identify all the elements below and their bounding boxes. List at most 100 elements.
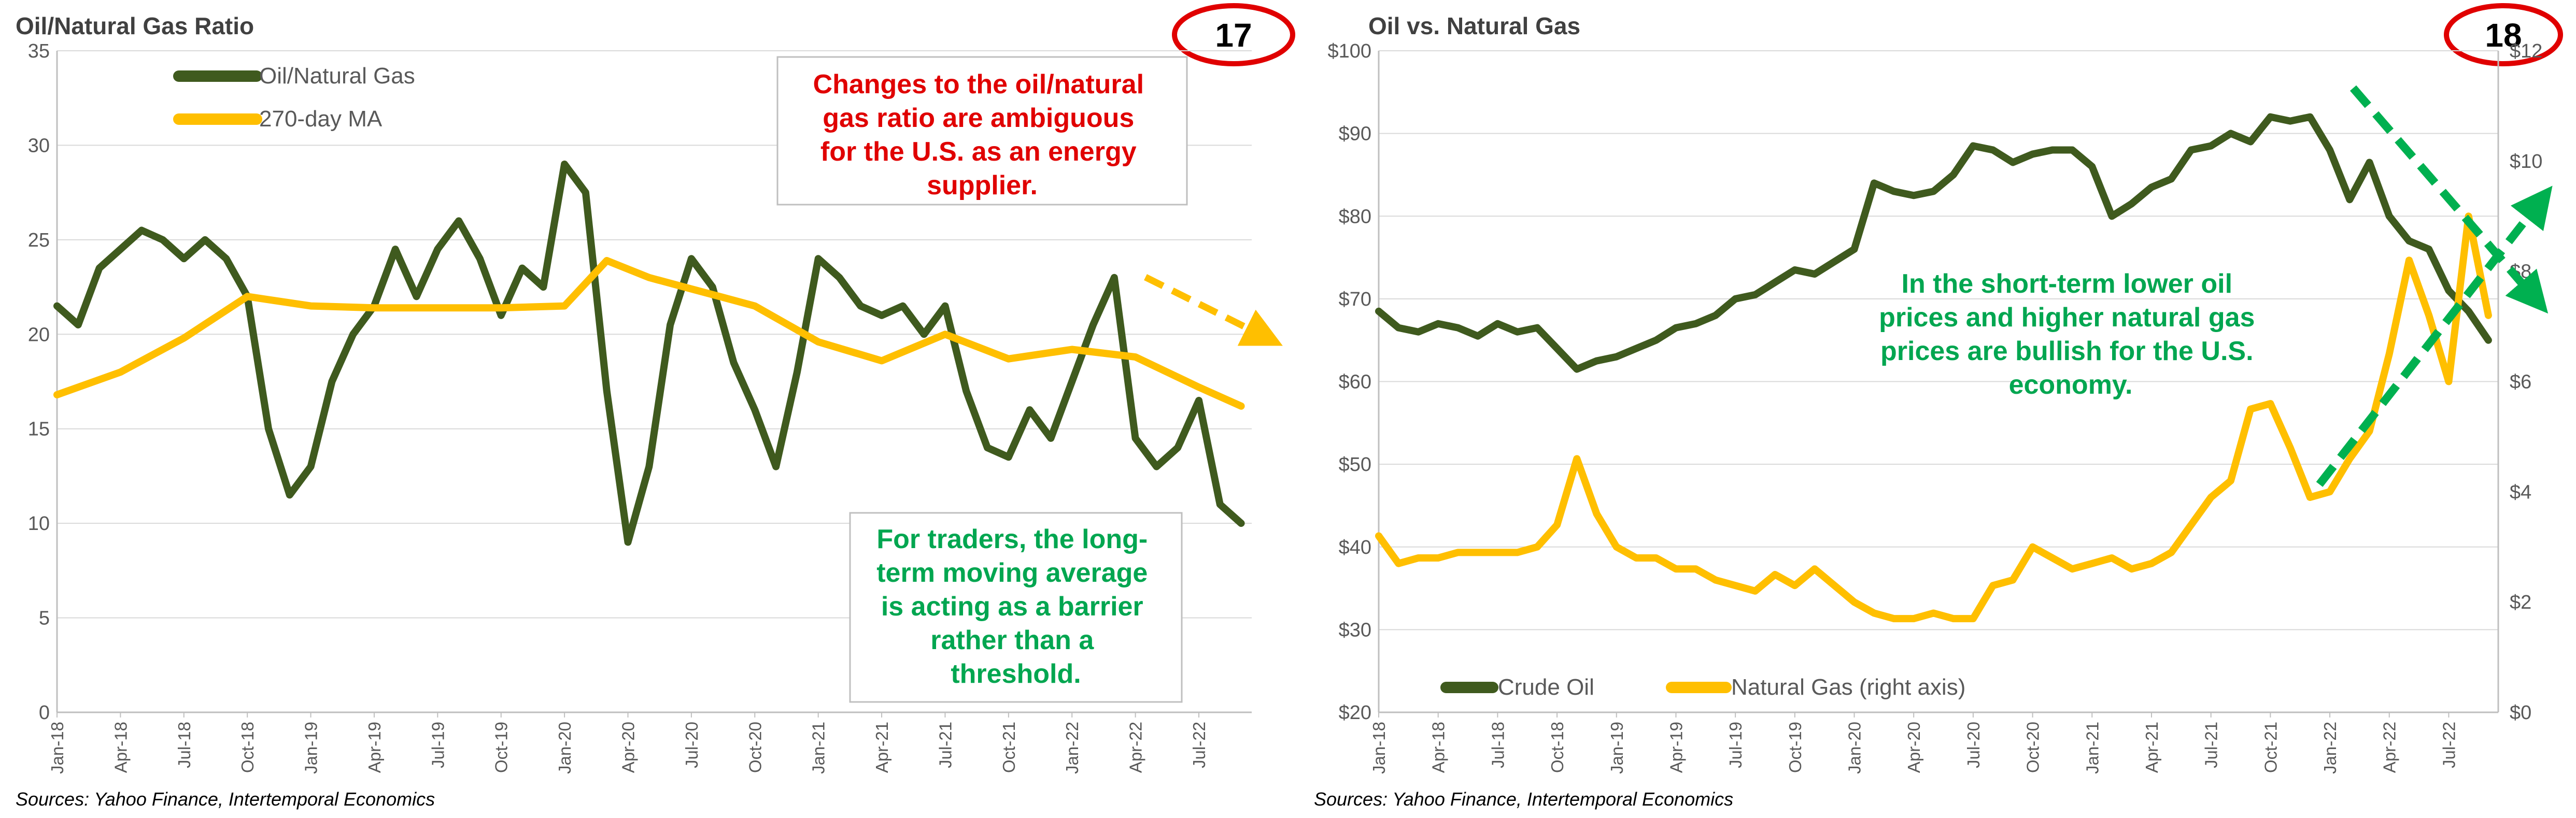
x-tick-label: Apr-19	[365, 722, 384, 773]
x-tick-label: Jul-19	[1726, 722, 1745, 768]
gridlines-right	[1378, 50, 2499, 713]
legend-label-oil-gas: Oil/Natural Gas	[259, 63, 415, 89]
y2-tick-label: $4	[2510, 481, 2531, 503]
source-note-left: Sources: Yahoo Finance, Intertemporal Ec…	[16, 788, 435, 810]
legend-label-natural-gas: Natural Gas (right axis)	[1731, 675, 1965, 700]
x-tick-label: Apr-18	[111, 722, 130, 773]
x-tick-label: Jan-19	[1607, 722, 1626, 774]
x-tick-label: Oct-20	[745, 722, 765, 773]
x-tick-label: Apr-20	[619, 722, 638, 773]
annotation-frame	[849, 512, 1183, 703]
x-tick-label: Jan-21	[809, 722, 828, 774]
x-tick-label: Apr-22	[1126, 722, 1145, 773]
x-tick-label: Apr-19	[1666, 722, 1686, 773]
x-tick-label: Apr-18	[1429, 722, 1448, 773]
x-tick-label: Jul-20	[1964, 722, 1983, 768]
y2-tick-label: $2	[2510, 592, 2531, 613]
source-note-right: Sources: Yahoo Finance, Intertemporal Ec…	[1314, 788, 1733, 810]
annotation-box-ambiguous: Changes to the oil/natural gas ratio are…	[776, 56, 1188, 206]
x-tick-label: Oct-19	[492, 722, 511, 773]
x-tick-label: Jan-20	[555, 722, 574, 774]
annotation-text-ambiguous: Changes to the oil/natural gas ratio are…	[813, 69, 1152, 200]
y-tick-label: 25	[28, 229, 50, 251]
y-tick-label: $40	[1339, 537, 1371, 558]
y2-tick-label: $6	[2510, 371, 2531, 393]
y-tick-label: 20	[28, 324, 50, 346]
badge-17: 17	[1172, 3, 1295, 66]
series-right	[1375, 113, 2492, 623]
annotation-short-term: In the short-term lower oil prices and h…	[1879, 269, 2262, 400]
x-tick-label: Jan-18	[48, 722, 67, 774]
y-tick-label: 10	[28, 513, 50, 535]
y-tick-label: $20	[1339, 702, 1371, 724]
y-tick-label: 30	[28, 135, 50, 156]
series-line-1	[1375, 212, 2492, 623]
y2-tick-label: $10	[2510, 151, 2542, 173]
y-tick-label: $100	[1327, 40, 1371, 62]
x-tick-label: Oct-20	[2023, 722, 2043, 773]
x-tick-label: Jul-20	[682, 722, 701, 768]
x-axis-left: Jan-18 Apr-18 Jul-18 Oct-18 Jan-19 Apr-19 Jul-…	[48, 712, 1209, 774]
trend-arrow-down	[1144, 274, 1283, 346]
y-axis-right-chart-left: $20 $30 $40 $50 $60 $70 $80 $90 $100	[1327, 40, 1371, 724]
legend-right: Crude Oil Natural Gas (right axis)	[1440, 675, 1965, 700]
series-line-1	[53, 257, 1245, 410]
badge-ellipse	[2444, 3, 2563, 66]
y-tick-label: 15	[28, 419, 50, 440]
x-tick-label: Jan-22	[1063, 722, 1082, 774]
series-left	[53, 160, 1245, 546]
x-tick-label: Jul-18	[175, 722, 194, 768]
y-axis-left: 0 5 10 15 20 25 30 35	[28, 40, 50, 724]
y2-tick-label: $0	[2510, 702, 2531, 724]
x-tick-label: Apr-21	[2142, 722, 2161, 773]
x-tick-label: Apr-22	[2380, 722, 2399, 773]
annotation-frame	[776, 56, 1188, 206]
x-tick-label: Jan-19	[302, 722, 321, 774]
x-tick-label: Oct-18	[238, 722, 257, 773]
x-tick-label: Oct-18	[1548, 722, 1567, 773]
x-tick-label: Jul-22	[1190, 722, 1209, 768]
badge-number: 18	[2485, 17, 2522, 54]
trend-arrow-oil-down	[2349, 85, 2549, 314]
badge-number: 17	[1215, 17, 1252, 54]
annotation-box-barrier: For traders, the long- term moving avera…	[849, 512, 1183, 703]
chart-oil-vs-gas: Oil vs. Natural Gas 18 $20 $30 $40 $50 $60 $7…	[1314, 3, 2563, 810]
x-tick-label: Jan-18	[1369, 722, 1389, 774]
y-tick-label: $60	[1339, 371, 1371, 393]
x-tick-label: Apr-20	[1904, 722, 1923, 773]
y-tick-label: $90	[1339, 123, 1371, 145]
x-tick-label: Jul-22	[2439, 722, 2458, 768]
badge-ellipse	[1172, 3, 1295, 66]
chart-oil-gas-ratio: Oil/Natural Gas Ratio 17 05101520253035 …	[16, 3, 1295, 810]
x-tick-label: Jan-22	[2320, 722, 2340, 774]
x-tick-label: Jan-21	[2083, 722, 2102, 774]
y-axis-right-chart-secondary: $0$2$4$6$8$10$12	[2510, 40, 2542, 724]
x-tick-label: Jul-19	[428, 722, 447, 768]
series-line-0	[53, 160, 1245, 546]
badge-18: 18	[2444, 3, 2563, 66]
x-tick-label: Oct-21	[999, 722, 1018, 773]
y-tick-label: 5	[39, 608, 50, 629]
annotation-text-short-term: In the short-term lower oil prices and h…	[1879, 269, 2262, 400]
y-tick-label: 35	[28, 40, 50, 62]
legend-label-ma: 270-day MA	[259, 106, 383, 132]
y-tick-label: $30	[1339, 619, 1371, 641]
x-tick-label: Oct-21	[2261, 722, 2280, 773]
y-tick-label: $70	[1339, 289, 1371, 310]
x-tick-label: Jul-21	[2202, 722, 2221, 768]
annotation-text-barrier: For traders, the long- term moving avera…	[876, 524, 1155, 689]
y2-tick-label: $12	[2510, 40, 2542, 62]
legend-left: Oil/Natural Gas 270-day MA	[173, 63, 415, 132]
chart-title-oil-vs-gas: Oil vs. Natural Gas	[1368, 12, 1580, 39]
x-tick-label: Oct-19	[1786, 722, 1805, 773]
chart-title-ratio: Oil/Natural Gas Ratio	[16, 12, 254, 39]
trend-arrow-gas-up	[2316, 185, 2553, 487]
x-axis-right: Jan-18 Apr-18 Jul-18 Oct-18 Jan-19 Apr-19 Jul-…	[1369, 712, 2458, 774]
x-tick-label: Jul-21	[936, 722, 955, 768]
x-tick-label: Jan-20	[1845, 722, 1864, 774]
x-tick-label: Apr-21	[872, 722, 891, 773]
x-tick-label: Jul-18	[1488, 722, 1507, 768]
series-line-0	[1375, 113, 2492, 373]
y-tick-label: $50	[1339, 454, 1371, 476]
